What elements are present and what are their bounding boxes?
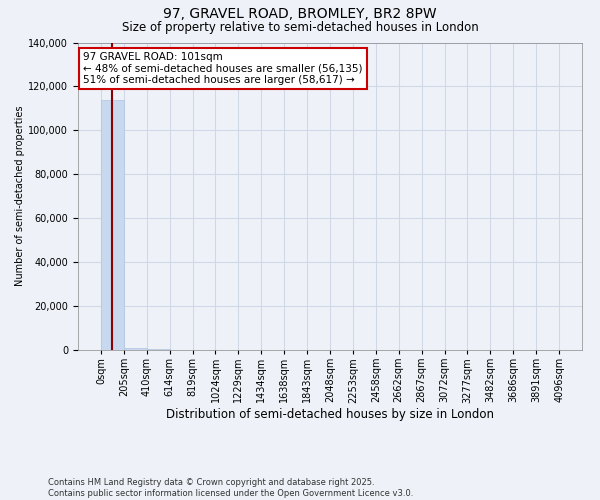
Y-axis label: Number of semi-detached properties: Number of semi-detached properties (16, 106, 25, 286)
Bar (147, 349, 170, 350)
Text: Contains HM Land Registry data © Crown copyright and database right 2025.
Contai: Contains HM Land Registry data © Crown c… (48, 478, 413, 498)
X-axis label: Distribution of semi-detached houses by size in London: Distribution of semi-detached houses by … (166, 408, 494, 421)
Bar (101, 100, 124, 350)
Text: 97, GRAVEL ROAD, BROMLEY, BR2 8PW: 97, GRAVEL ROAD, BROMLEY, BR2 8PW (163, 8, 437, 22)
Text: 97 GRAVEL ROAD: 101sqm
← 48% of semi-detached houses are smaller (56,135)
51% of: 97 GRAVEL ROAD: 101sqm ← 48% of semi-det… (83, 52, 362, 85)
Text: Size of property relative to semi-detached houses in London: Size of property relative to semi-detach… (122, 21, 478, 34)
Bar (124, 348, 147, 350)
